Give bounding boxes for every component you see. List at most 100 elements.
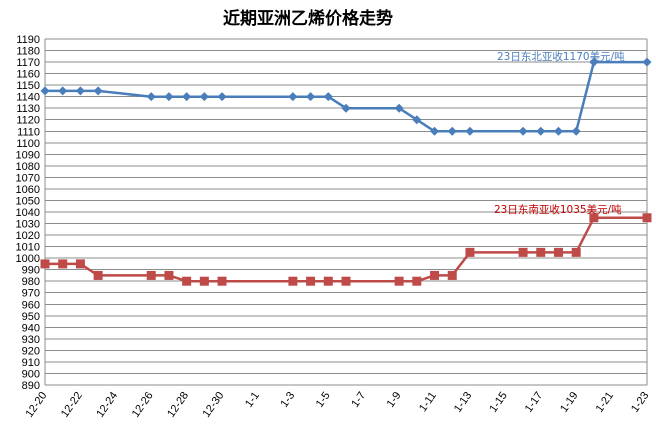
data-point (430, 270, 440, 280)
data-point (465, 247, 475, 257)
data-point (217, 92, 227, 102)
y-tick-label: 920 (22, 345, 40, 357)
data-point (75, 259, 85, 269)
data-point (447, 126, 457, 136)
x-tick-label: 1-1 (243, 390, 262, 410)
x-tick-label: 1-5 (314, 390, 333, 410)
y-tick-label: 1090 (16, 149, 40, 161)
x-tick-label: 1-15 (487, 390, 509, 415)
data-point (164, 270, 174, 280)
data-point (553, 247, 563, 257)
data-point (642, 213, 652, 223)
y-tick-label: 1000 (16, 253, 40, 265)
y-tick-label: 980 (22, 276, 40, 288)
x-tick-label: 1-9 (385, 390, 404, 410)
data-point (40, 86, 50, 96)
y-tick-label: 900 (22, 368, 40, 380)
annotation-southeast-asia: 23日东南亚收1035美元/吨 (494, 203, 622, 216)
data-point (571, 126, 581, 136)
data-point (412, 115, 422, 125)
data-point (518, 247, 528, 257)
data-point (465, 126, 475, 136)
x-tick-label: 12-26 (130, 390, 156, 420)
data-point (93, 86, 103, 96)
x-tick-label: 1-19 (558, 390, 580, 415)
x-tick-label: 12-30 (201, 390, 227, 420)
data-point (40, 259, 50, 269)
data-point (447, 270, 457, 280)
data-point (571, 247, 581, 257)
y-tick-label: 1150 (16, 80, 40, 92)
data-point (341, 103, 351, 113)
data-point (199, 276, 209, 286)
x-tick-label: 1-21 (594, 390, 616, 415)
x-tick-label: 1-7 (349, 390, 368, 410)
data-point (412, 276, 422, 286)
data-point (306, 276, 316, 286)
x-tick-label: 12-24 (94, 390, 120, 420)
y-tick-label: 910 (22, 357, 40, 369)
x-tick-label: 1-17 (523, 390, 545, 415)
data-point (217, 276, 227, 286)
y-tick-label: 1070 (16, 172, 40, 184)
data-point (536, 126, 546, 136)
data-point (199, 92, 209, 102)
series-group (40, 57, 652, 286)
data-point (589, 57, 599, 67)
data-point (642, 57, 652, 67)
data-point (518, 126, 528, 136)
x-tick-label: 12-20 (23, 390, 49, 420)
y-tick-label: 1050 (16, 195, 40, 207)
y-tick-label: 960 (22, 299, 40, 311)
y-tick-label: 1190 (16, 34, 40, 46)
y-tick-label: 1110 (17, 126, 40, 138)
y-tick-label: 1130 (16, 103, 40, 115)
y-tick-label: 990 (22, 265, 40, 277)
y-axis-ticks: 8909009109209309409509609709809901000101… (16, 34, 40, 392)
y-tick-label: 950 (22, 311, 40, 323)
data-point (536, 247, 546, 257)
data-point (58, 259, 68, 269)
data-point (182, 276, 192, 286)
data-point (323, 92, 333, 102)
data-point (75, 86, 85, 96)
y-tick-label: 1020 (16, 230, 40, 242)
data-point (394, 103, 404, 113)
data-point (306, 92, 316, 102)
y-tick-label: 940 (22, 322, 40, 334)
y-tick-label: 1040 (16, 207, 40, 219)
data-point (553, 126, 563, 136)
y-tick-label: 930 (22, 334, 40, 346)
y-tick-label: 1080 (16, 161, 40, 173)
data-point (288, 92, 298, 102)
y-tick-label: 1060 (16, 184, 40, 196)
y-tick-label: 1180 (16, 46, 40, 58)
x-tick-label: 12-28 (165, 390, 191, 420)
x-tick-label: 1-3 (278, 390, 297, 410)
data-point (182, 92, 192, 102)
y-tick-label: 1030 (16, 219, 40, 231)
data-point (164, 92, 174, 102)
x-axis-ticks: 12-20 12-22 12-24 12-26 12-28 12-30 1-1 1-3 1-5 1… (23, 390, 651, 420)
data-point (93, 270, 103, 280)
x-tick-label: 1-23 (629, 390, 651, 415)
y-tick-label: 1170 (16, 57, 40, 69)
annotation-northeast-asia: 23日东北亚收1170美元/吨 (497, 50, 625, 63)
y-tick-label: 970 (22, 288, 40, 300)
y-tick-label: 1160 (16, 69, 40, 81)
y-tick-label: 1100 (16, 138, 40, 150)
y-tick-label: 1120 (16, 115, 40, 127)
chart-title: 近期亚洲乙烯价格走势 (223, 8, 393, 29)
data-point (323, 276, 333, 286)
y-tick-label: 1140 (16, 92, 40, 104)
data-point (146, 92, 156, 102)
y-tick-label: 890 (22, 380, 40, 392)
data-point (288, 276, 298, 286)
data-point (394, 276, 404, 286)
y-tick-label: 1010 (16, 242, 40, 254)
x-tick-label: 12-22 (59, 390, 85, 420)
x-tick-label: 1-13 (452, 390, 474, 415)
x-tick-label: 1-11 (417, 390, 439, 414)
data-point (58, 86, 68, 96)
